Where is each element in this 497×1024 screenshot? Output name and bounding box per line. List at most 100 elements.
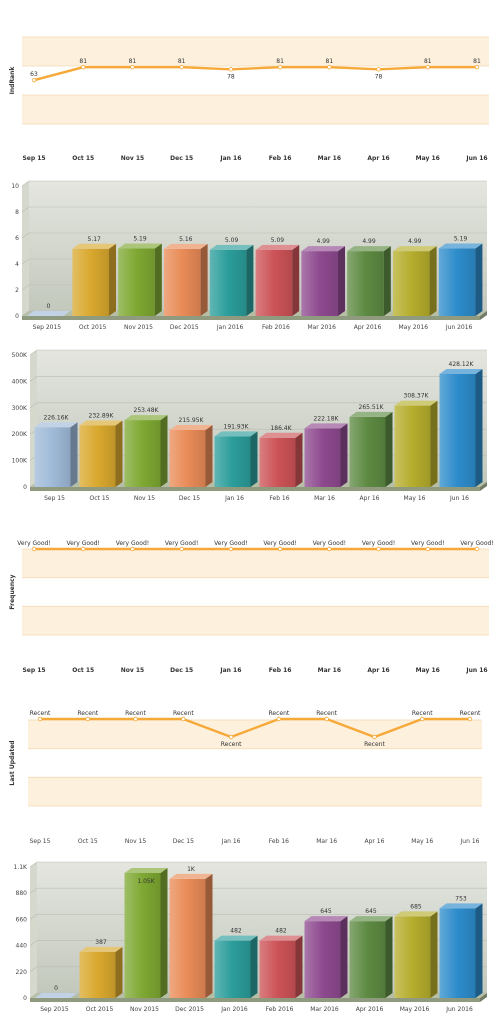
data-label: 63 (30, 71, 38, 78)
y-axis-label: Last Updated (9, 740, 16, 785)
x-tick-label: May 2016 (399, 324, 429, 331)
x-tick-label: Jun 16 (465, 155, 487, 162)
data-point (376, 546, 381, 552)
bar (79, 420, 123, 487)
gridline (29, 861, 38, 868)
x-tick-label: Sep 15 (30, 838, 51, 845)
data-point (376, 67, 381, 72)
bar-top (26, 311, 71, 316)
bar-top (394, 911, 438, 917)
bar-value-label: 253.48K (134, 407, 160, 414)
y-tick-label: 1.1K (14, 864, 29, 871)
bar (34, 422, 78, 487)
traffic-bar-chart: 0 100K 200K 300K 400K 500K 226.16K Sep 15 232.89… (12, 349, 487, 502)
plot-band (22, 95, 489, 124)
bar-front (301, 251, 339, 316)
gridline (21, 206, 30, 213)
bar-value-label: 482 (275, 928, 287, 935)
y-tick-label: 200K (12, 431, 28, 438)
x-tick-label: Jan 2016 (220, 1006, 248, 1013)
bar-side (250, 431, 258, 487)
plot-band (22, 577, 489, 607)
bar-side (70, 422, 78, 487)
y-tick-label: 10 (11, 183, 19, 190)
data-point (425, 64, 430, 70)
bar-top (214, 431, 258, 437)
data-point (37, 716, 43, 722)
bar-front (34, 427, 71, 487)
x-tick-label: Feb 16 (269, 495, 289, 502)
bar-front (439, 373, 476, 487)
bar-top (439, 368, 483, 374)
bar-front (124, 420, 161, 487)
x-tick-label: Apr 2016 (356, 1006, 384, 1013)
bar-side (246, 244, 254, 316)
bar-value-label: 0 (54, 985, 58, 992)
gridline (29, 402, 38, 409)
data-point (181, 716, 186, 722)
bar-side (430, 400, 438, 487)
bar (304, 916, 348, 998)
bar-top (209, 244, 254, 250)
bar (259, 935, 303, 998)
bar-top (438, 243, 483, 249)
bar-side (430, 911, 438, 998)
bar-top (349, 411, 393, 417)
data-label: 81 (276, 58, 284, 65)
bar-value-label: 265.51K (359, 404, 385, 411)
bar-side (475, 243, 483, 316)
bar-value-label: 387 (95, 939, 107, 946)
data-point (228, 734, 234, 740)
data-label: 81 (129, 58, 137, 65)
bar-top (439, 903, 483, 909)
bar-side (292, 244, 300, 316)
data-label: Very Good! (460, 540, 493, 547)
data-label: Recent (460, 710, 481, 717)
data-point (327, 546, 332, 552)
bar-front (394, 916, 431, 998)
bar-top (347, 246, 391, 252)
bar-side (160, 415, 168, 487)
bar-value-label: 1K (187, 866, 196, 873)
bar-front (438, 248, 476, 316)
bar-front (79, 425, 116, 487)
bar-top (79, 420, 123, 426)
y-tick-label: 660 (16, 916, 28, 923)
bar-top (124, 867, 168, 873)
x-tick-label: Mar 16 (318, 667, 341, 674)
bar-front (214, 940, 251, 998)
bar-side (338, 246, 346, 316)
bar-front (392, 251, 430, 316)
bar-value-label: 5.19 (133, 236, 147, 243)
data-label: 81 (79, 58, 87, 65)
x-tick-label: Sep 15 (44, 495, 65, 502)
x-tick-label: Nov 2015 (124, 324, 153, 331)
bar-front (255, 249, 293, 316)
x-tick-label: Oct 15 (90, 495, 110, 502)
data-point (474, 64, 480, 70)
bar-value-label: 5.16 (179, 236, 193, 243)
frequency-line-chart: Frequency Very Good! Very Good! Very Good! V… (9, 540, 494, 674)
data-label: Recent (77, 710, 98, 717)
data-point (85, 716, 90, 722)
bar-side (340, 916, 348, 998)
bar-front (259, 437, 296, 487)
bar (118, 243, 162, 316)
bar-value-label: 5.19 (454, 236, 468, 243)
count-bar-chart: 0 220 440 660 880 1.1K 0 Sep 2015 387 Oct 2015 1.0… (14, 861, 487, 1013)
gridline (21, 258, 30, 265)
bar-front (209, 249, 247, 316)
bar-side (205, 424, 213, 487)
x-tick-label: Dec 15 (179, 495, 200, 502)
y-axis-label: Frequency (9, 574, 16, 609)
gridline (21, 284, 30, 291)
bar-side (200, 243, 208, 316)
y-tick-label: 4 (15, 261, 19, 268)
bar (26, 311, 71, 316)
y-tick-label: 0 (15, 313, 19, 320)
bar-front (79, 951, 116, 998)
data-point (228, 67, 234, 72)
bar-side (383, 246, 391, 316)
x-tick-label: Sep 15 (22, 155, 45, 162)
